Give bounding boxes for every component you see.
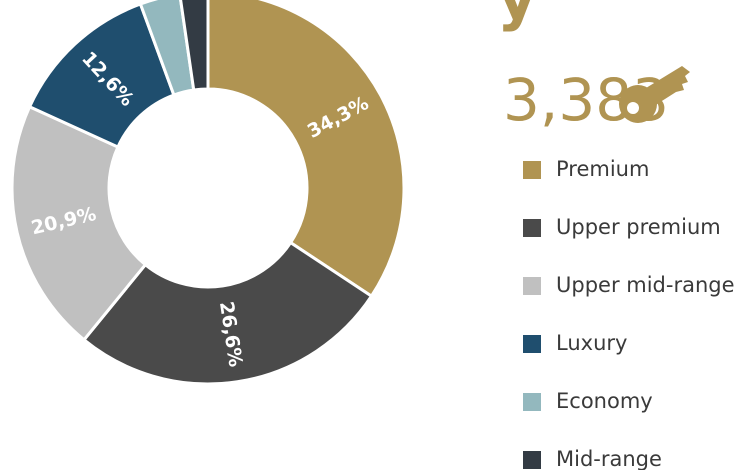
legend-label: Premium bbox=[556, 157, 649, 181]
legend-swatch bbox=[523, 161, 541, 179]
legend-label: Upper premium bbox=[556, 215, 721, 239]
donut-slice bbox=[179, 0, 210, 92]
legend-swatch bbox=[523, 335, 541, 353]
chart-title: y bbox=[497, 0, 537, 33]
legend-swatch bbox=[523, 393, 541, 411]
legend-swatch bbox=[523, 451, 541, 469]
legend-label: Mid-range bbox=[556, 447, 662, 470]
legend-label: Economy bbox=[556, 389, 653, 413]
donut-slice bbox=[81, 240, 374, 386]
donut-slice bbox=[206, 0, 406, 299]
legend-swatch bbox=[523, 277, 541, 295]
donut-slice bbox=[10, 104, 148, 342]
legend-label: Luxury bbox=[556, 331, 627, 355]
key-icon bbox=[619, 66, 690, 123]
legend-swatch bbox=[523, 219, 541, 237]
legend-label: Upper mid-range bbox=[556, 273, 735, 297]
